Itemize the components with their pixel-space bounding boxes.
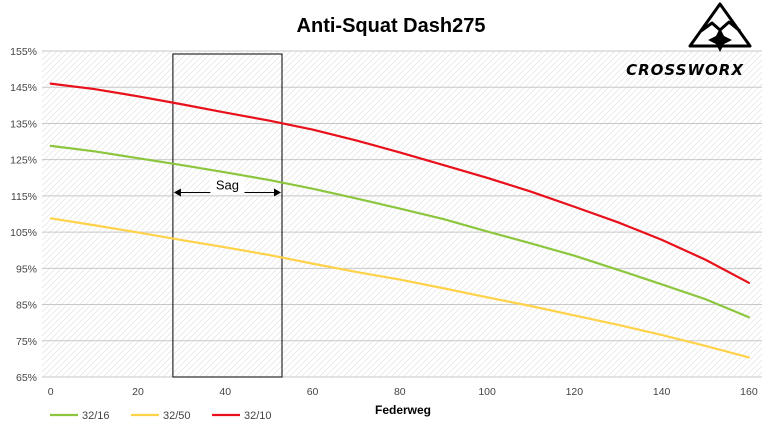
legend-label: 32/50 (163, 410, 191, 422)
sag-arrowhead-right (274, 188, 281, 197)
y-tick-label: 105% (10, 227, 37, 239)
gridlines (42, 50, 762, 378)
x-axis-ticks: 0 20 40 60 80 100 120 140 160 (48, 386, 758, 398)
crossworx-logo: CROSSWORX (626, 2, 752, 79)
x-tick-label: 80 (394, 386, 406, 398)
sag-label: Sag (216, 177, 239, 192)
y-tick-label: 75% (16, 336, 37, 348)
x-tick-label: 60 (307, 386, 319, 398)
y-tick-label: 155% (10, 46, 37, 58)
chart-title: Anti-Squat Dash275 (297, 15, 486, 37)
x-tick-label: 20 (132, 386, 144, 398)
plot-area (42, 51, 762, 377)
sag-box (172, 53, 283, 378)
y-tick-label: 145% (10, 82, 37, 94)
series-line-32-16 (49, 144, 751, 319)
x-tick-label: 0 (48, 386, 54, 398)
sag-annotation: Sag (172, 53, 283, 378)
series-line-32-50 (49, 217, 751, 359)
x-tick-label: 40 (219, 386, 231, 398)
y-tick-label: 115% (11, 191, 37, 203)
legend-label: 32/10 (244, 410, 272, 422)
x-tick-label: 140 (653, 386, 671, 398)
y-tick-label: 65% (16, 372, 37, 384)
legend: 32/16 32/50 32/10 (50, 410, 272, 422)
x-tick-label: 120 (566, 386, 584, 398)
series-line-32-10 (49, 82, 751, 284)
sag-label-background (210, 176, 245, 195)
y-tick-label: 95% (16, 263, 37, 275)
x-axis-title: Federweg (375, 403, 431, 417)
brand-wordmark: CROSSWORX (626, 61, 744, 79)
x-tick-label: 100 (478, 386, 496, 398)
legend-label: 32/16 (82, 410, 110, 422)
y-tick-label: 135% (10, 118, 37, 130)
x-tick-label: 160 (740, 386, 758, 398)
y-axis-ticks: 65% 75% 85% 95% 105% 115% 125% 135% 145% 155% (10, 46, 37, 384)
mountain-logo-icon (688, 2, 752, 52)
sag-arrowhead-left (173, 188, 181, 197)
y-tick-label: 85% (16, 300, 37, 312)
series-lines (49, 82, 751, 359)
y-tick-label: 125% (10, 155, 37, 167)
